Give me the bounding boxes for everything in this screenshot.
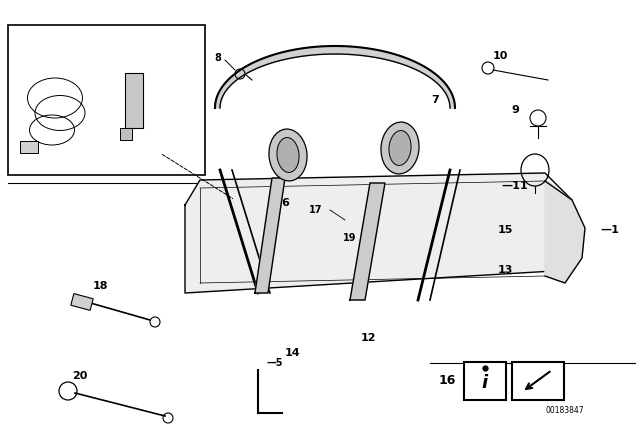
Polygon shape [185, 173, 572, 293]
Bar [20, 141, 38, 153]
Text: —5: —5 [267, 358, 284, 368]
Text: 20: 20 [72, 371, 88, 381]
Bar [464, 362, 506, 400]
Bar [120, 128, 132, 140]
Text: 00183847: 00183847 [546, 405, 584, 414]
Text: 9: 9 [511, 105, 519, 115]
Bar [512, 362, 564, 400]
Text: 18: 18 [92, 281, 108, 291]
Text: 8: 8 [214, 53, 221, 63]
Text: 4: 4 [136, 160, 144, 170]
Text: —11: —11 [502, 181, 528, 191]
Polygon shape [545, 181, 585, 283]
Text: 13: 13 [497, 265, 513, 275]
Text: 17: 17 [309, 205, 323, 215]
Text: 12: 12 [360, 333, 376, 343]
Bar [125, 73, 143, 128]
Ellipse shape [277, 138, 299, 172]
Ellipse shape [381, 122, 419, 174]
Ellipse shape [269, 129, 307, 181]
Polygon shape [215, 46, 455, 108]
Text: —1: —1 [600, 225, 620, 235]
Text: 16: 16 [438, 374, 456, 387]
Bar [8, 25, 205, 175]
Text: 14: 14 [284, 348, 300, 358]
Bar [71, 293, 93, 310]
Text: 7: 7 [431, 95, 439, 105]
Ellipse shape [389, 130, 411, 165]
Text: 15: 15 [497, 225, 513, 235]
Text: 2: 2 [45, 26, 54, 39]
Polygon shape [350, 183, 385, 300]
Text: i: i [482, 374, 488, 392]
Text: 6: 6 [281, 198, 289, 208]
Text: 19: 19 [343, 233, 356, 243]
FancyArrowPatch shape [526, 372, 550, 389]
Polygon shape [255, 178, 285, 293]
Text: 3: 3 [24, 160, 32, 170]
Text: 10: 10 [492, 51, 508, 61]
